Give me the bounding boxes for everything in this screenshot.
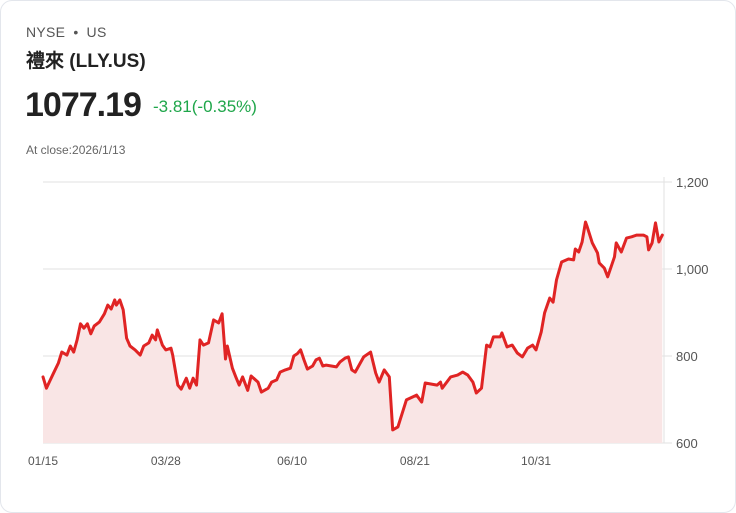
x-tick-label: 08/21 xyxy=(400,454,430,468)
y-tick-label: 1,200 xyxy=(676,175,709,190)
y-tick-label: 800 xyxy=(676,349,698,364)
exchange-label: NYSE xyxy=(26,24,66,40)
x-tick-label: 10/31 xyxy=(521,454,551,468)
stock-name: 禮來 (LLY.US) xyxy=(26,51,146,72)
close-date: At close:2026/1/13 xyxy=(26,143,126,157)
x-tick-label: 06/10 xyxy=(277,454,307,468)
x-tick-label: 03/28 xyxy=(151,454,181,468)
exchange-line: NYSE • US xyxy=(26,24,107,40)
x-tick-label: 01/15 xyxy=(28,454,58,468)
y-tick-label: 600 xyxy=(676,436,698,451)
price-line xyxy=(41,220,664,432)
separator-dot: • xyxy=(73,24,79,40)
y-tick-label: 1,000 xyxy=(676,262,709,277)
current-price: 1077.19 xyxy=(25,86,142,124)
price-area xyxy=(43,222,663,443)
market-label: US xyxy=(86,24,107,40)
price-change: -3.81(-0.35%) xyxy=(153,97,257,116)
